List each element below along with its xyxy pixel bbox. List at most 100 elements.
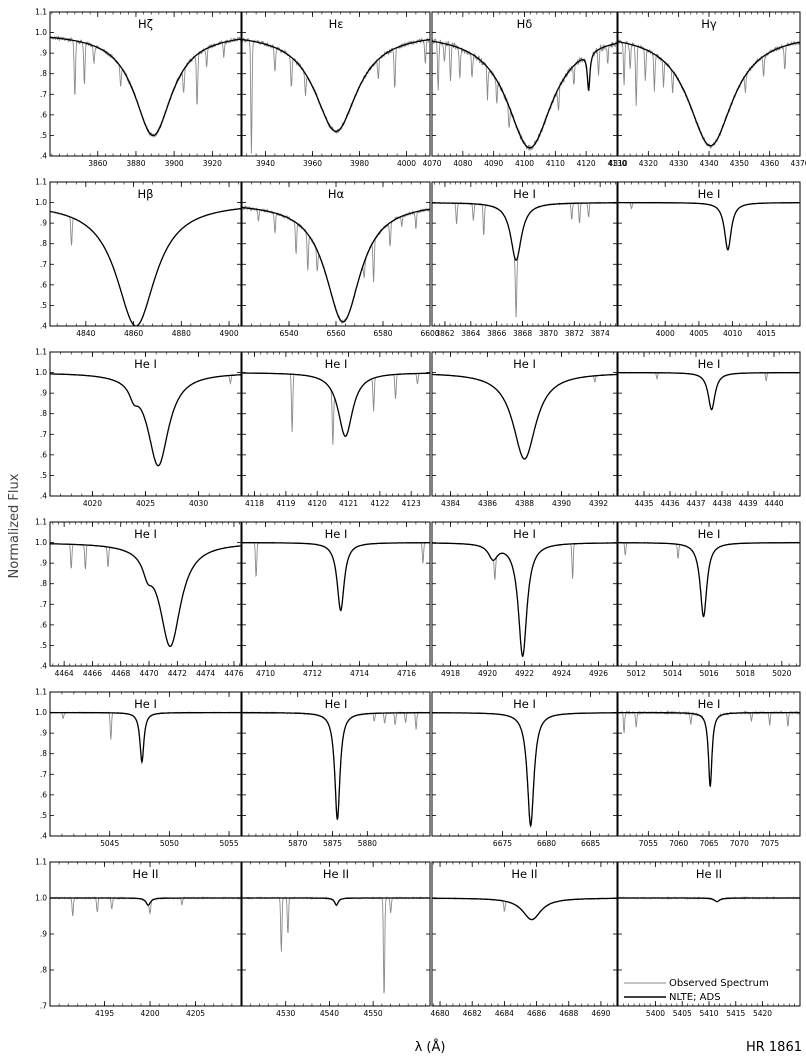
panel-title: He I: [513, 527, 536, 541]
model-spectrum-line: [50, 36, 241, 137]
model-spectrum-line: [242, 897, 430, 906]
panel-frame: [431, 861, 618, 1007]
x-tick-label: 7055: [639, 839, 658, 848]
x-tick-label: 4436: [660, 499, 679, 508]
panel-frame: [49, 11, 242, 157]
x-tick-label: 4714: [350, 669, 369, 678]
panel-frame: [49, 351, 242, 497]
observed-spectrum-line: [432, 38, 617, 151]
panel-title: He I: [698, 187, 721, 201]
x-tick-label: 3874: [591, 329, 610, 338]
x-tick-label: 4000: [397, 159, 416, 168]
model-spectrum-line: [618, 40, 800, 147]
observed-spectrum-line: [50, 542, 241, 648]
x-tick-label: 4464: [55, 669, 74, 678]
x-tick-label: 3920: [203, 159, 222, 168]
x-tick-label: 4439: [738, 499, 757, 508]
observed-spectrum-line: [242, 204, 430, 325]
spectrum-panel: 3862 3864 3866 3868 3870 3872 3874 He I: [431, 181, 618, 338]
model-spectrum-line: [50, 711, 241, 765]
x-tick-label: 5405: [673, 1009, 692, 1018]
observed-spectrum-line: [432, 373, 617, 460]
x-tick-label: 4680: [430, 1009, 449, 1018]
y-tick-label: .6: [40, 110, 47, 119]
y-tick-label: 1.0: [35, 894, 47, 903]
x-tick-label: 5415: [726, 1009, 745, 1018]
x-tick-label: 5870: [288, 839, 307, 848]
model-spectrum-line: [50, 207, 241, 326]
x-tick-label: 4110: [546, 159, 565, 168]
panel-title: He I: [134, 697, 157, 711]
panel-frame: [431, 181, 618, 327]
x-tick-label: 5055: [220, 839, 239, 848]
x-tick-label: 7060: [669, 839, 688, 848]
x-tick-label: 4070: [422, 159, 441, 168]
x-tick-label: 4540: [320, 1009, 339, 1018]
x-tick-label: 4392: [589, 499, 608, 508]
spectrum-panel: 6675 6680 6685 He I: [431, 691, 618, 848]
observed-spectrum-line: [242, 372, 430, 445]
x-tick-label: 5014: [663, 669, 682, 678]
y-tick-label: 1.1: [35, 348, 47, 357]
y-tick-label: 1.1: [35, 858, 47, 867]
y-tick-label: .4: [40, 492, 47, 501]
panel-title: He II: [511, 867, 537, 881]
x-tick-label: 4688: [559, 1009, 578, 1018]
panel-title: He I: [325, 527, 348, 541]
y-tick-label: .9: [40, 559, 47, 568]
model-spectrum-line: [432, 373, 617, 460]
y-tick-label: 1.0: [35, 198, 47, 207]
x-tick-label: 4682: [463, 1009, 482, 1018]
spectrum-panel: 4070 4080 4090 4100 4110 4120 4130 Hδ: [422, 11, 627, 168]
x-tick-label: 6540: [279, 329, 298, 338]
panel-frame: [617, 181, 801, 327]
x-tick-label: 3940: [256, 159, 275, 168]
x-tick-label: 7070: [730, 839, 749, 848]
y-tick-label: .8: [40, 409, 47, 418]
y-tick-label: .9: [40, 930, 47, 939]
x-tick-label: 3900: [165, 159, 184, 168]
spectrum-panel: 5870 5875 5880 He I: [241, 691, 431, 848]
panel-frame: [49, 861, 242, 1007]
x-tick-label: 4010: [723, 329, 742, 338]
x-tick-label: 4440: [764, 499, 783, 508]
y-tick-label: 1.0: [35, 28, 47, 37]
panel-frame: [49, 521, 242, 667]
star-name: HR 1861: [746, 1040, 802, 1055]
model-spectrum-line: [242, 542, 430, 611]
spectrum-panel: .4 .5 .6 .7 .8 .9 1.0 1.1 5045 5050 5055 He I: [35, 688, 242, 848]
x-tick-label: 4922: [515, 669, 534, 678]
model-spectrum-line: [242, 206, 430, 323]
x-tick-label: 3880: [126, 159, 145, 168]
panel-frame: [431, 691, 618, 837]
spectrum-panel: 4118 4119 4120 4121 4122 4123 He I: [241, 351, 431, 508]
spectrum-panel: .4 .5 .6 .7 .8 .9 1.0 1.1 4464 4466 4468 4470 4472 44…: [35, 518, 244, 679]
x-tick-label: 4472: [168, 669, 187, 678]
x-tick-label: 6675: [493, 839, 512, 848]
model-spectrum-line: [242, 38, 430, 132]
y-tick-label: 1.1: [35, 688, 47, 697]
panel-title: He I: [325, 697, 348, 711]
model-spectrum-line: [618, 371, 800, 411]
y-tick-label: .7: [40, 260, 47, 269]
x-tick-label: 4330: [669, 159, 688, 168]
legend-model-label: NLTE; ADS: [669, 992, 721, 1003]
spectrum-panel: .4 .5 .6 .7 .8 .9 1.0 1.1 4840 4860 4880 4900 Hβ: [35, 178, 242, 338]
x-tick-label: 4025: [136, 499, 155, 508]
x-tick-label: 4000: [656, 329, 675, 338]
x-tick-label: 7065: [699, 839, 718, 848]
y-tick-label: .7: [40, 600, 47, 609]
model-spectrum-line: [50, 897, 241, 906]
panel-frame: [241, 11, 431, 157]
panel-title: Hβ: [138, 187, 154, 201]
x-tick-label: 4880: [172, 329, 191, 338]
observed-spectrum-line: [618, 39, 800, 150]
observed-spectrum-line: [242, 896, 430, 994]
y-tick-label: 1.1: [35, 8, 47, 17]
y-tick-label: .5: [40, 131, 47, 140]
x-tick-label: 4020: [83, 499, 102, 508]
x-tick-label: 3866: [487, 329, 506, 338]
y-tick-label: .8: [40, 749, 47, 758]
observed-spectrum-line: [50, 896, 241, 916]
spectrum-panel: .4 .5 .6 .7 .8 .9 1.0 1.1 4020 4025 4030 He I: [35, 348, 242, 508]
